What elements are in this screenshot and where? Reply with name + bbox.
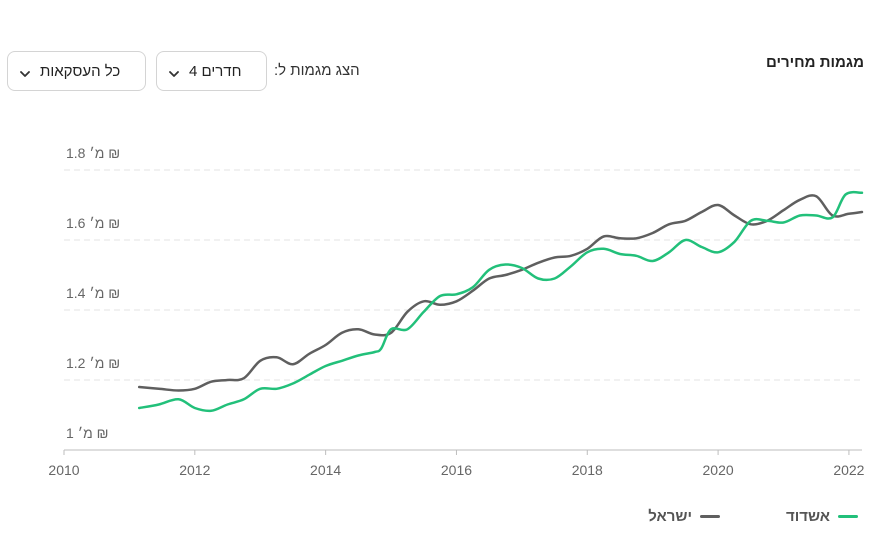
chevron-down-icon	[169, 66, 179, 77]
legend-label-israel: ישראל	[648, 508, 692, 525]
series-line-israel	[137, 194, 864, 392]
x-tick-label: 2020	[703, 462, 734, 478]
x-tick-label: 2022	[833, 462, 864, 478]
y-tick-label: 1.2 מ׳ ₪	[66, 355, 120, 371]
x-tick-label: 2010	[48, 462, 79, 478]
x-tick-label: 2014	[310, 462, 341, 478]
deals-dropdown[interactable]: כל העסקאות	[7, 51, 146, 91]
legend-item-israel[interactable]: ישראל	[648, 508, 720, 525]
legend-item-ashdod[interactable]: אשדוד	[786, 508, 858, 525]
rooms-dropdown-value: 4 חדרים	[189, 62, 242, 80]
y-tick-label: 1.6 מ׳ ₪	[66, 215, 120, 231]
price-trend-chart: 1 מ׳ ₪ 1.2 מ׳ ₪ 1.4 מ׳ ₪ 1.6 מ׳ ₪ 1.8 מ׳ ₪ 20…	[0, 130, 892, 480]
chart-svg: 1 מ׳ ₪ 1.2 מ׳ ₪ 1.4 מ׳ ₪ 1.6 מ׳ ₪ 1.8 מ׳ ₪ 20…	[48, 145, 864, 478]
filter-label: הצג מגמות ל:	[274, 62, 360, 79]
rooms-dropdown[interactable]: 4 חדרים	[156, 51, 267, 91]
x-tick-label: 2012	[179, 462, 210, 478]
y-tick-label: 1 מ׳ ₪	[66, 425, 108, 441]
chevron-down-icon	[20, 66, 30, 77]
series-line-ashdod	[137, 190, 864, 413]
legend-swatch-israel	[700, 515, 720, 518]
legend-swatch-ashdod	[838, 515, 858, 518]
y-tick-label: 1.8 מ׳ ₪	[66, 145, 120, 161]
x-tick-label: 2016	[441, 462, 472, 478]
legend-label-ashdod: אשדוד	[786, 508, 830, 525]
x-tick-label: 2018	[572, 462, 603, 478]
deals-dropdown-value: כל העסקאות	[40, 62, 121, 80]
y-tick-label: 1.4 מ׳ ₪	[66, 285, 120, 301]
page-title: מגמות מחירים	[765, 54, 864, 71]
